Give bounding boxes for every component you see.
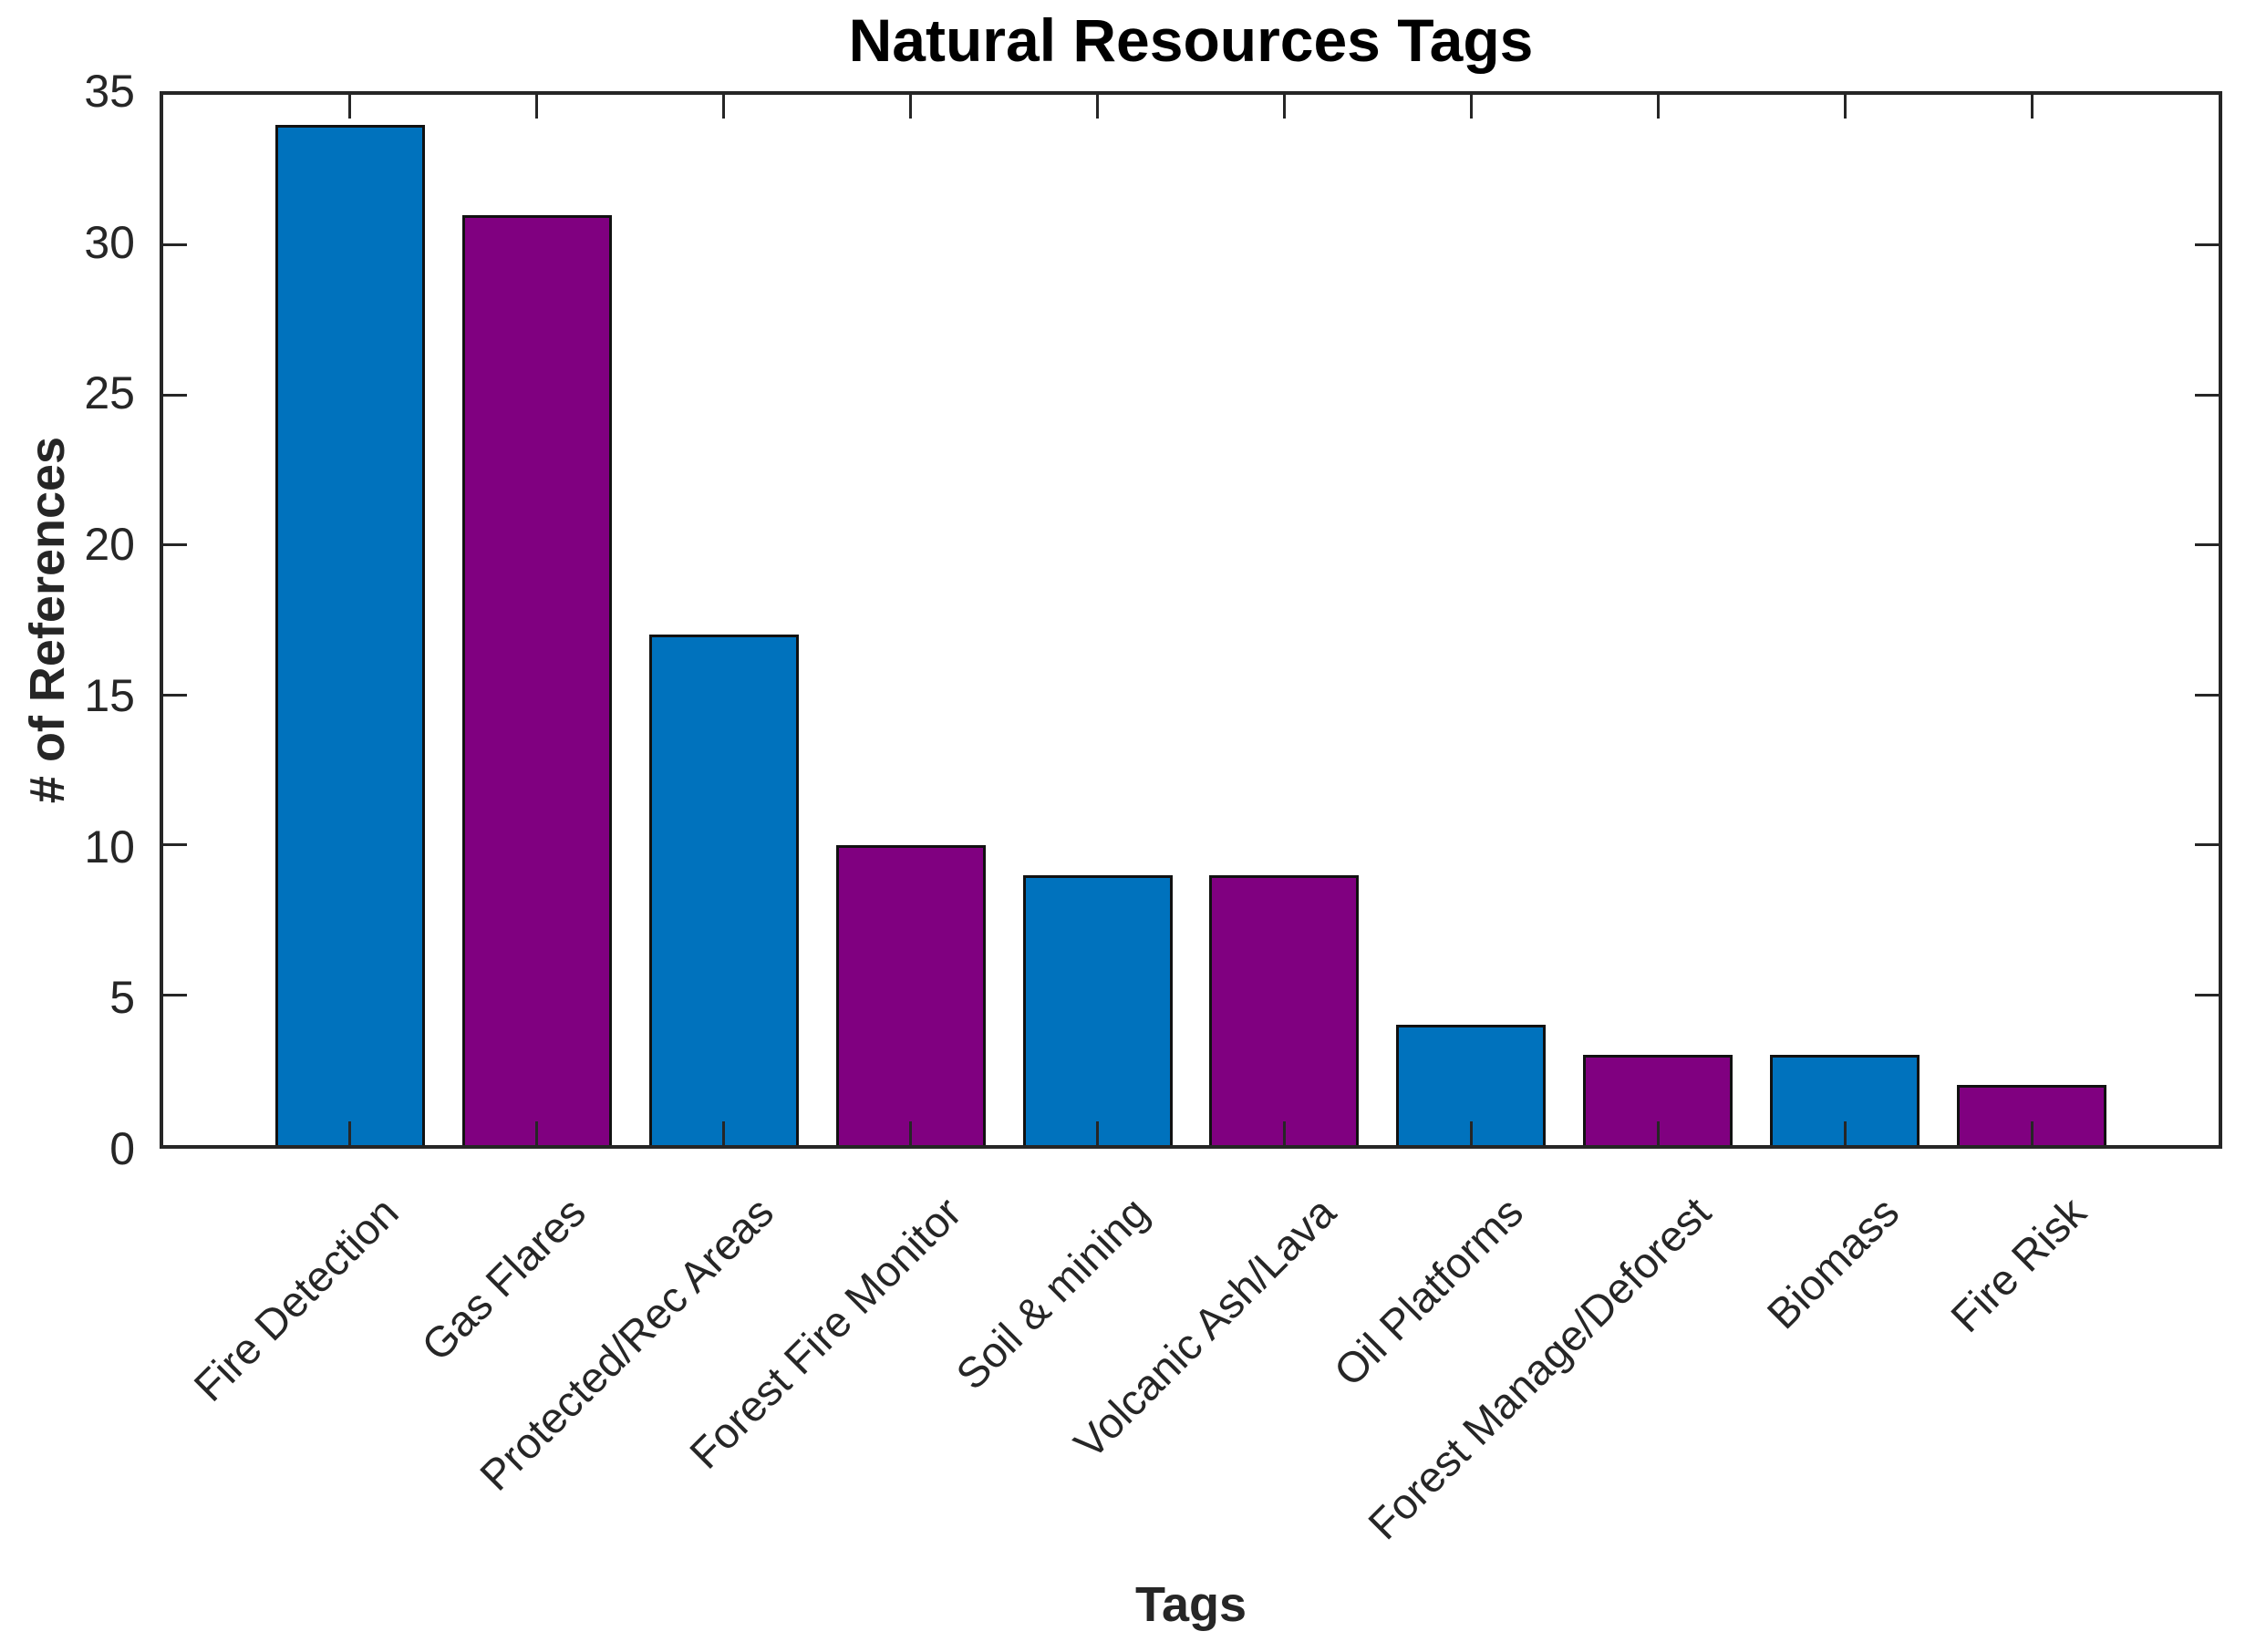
plot-area — [160, 91, 2222, 1149]
y-tick-left — [163, 243, 187, 247]
y-tick-label-5: 5 — [109, 972, 135, 1024]
bar-volcanic-ash-lava — [1209, 874, 1360, 1145]
bar-forest-fire-monitor — [835, 844, 986, 1145]
y-tick-left — [163, 393, 187, 397]
x-tick-bottom — [1843, 1121, 1847, 1145]
x-tick-top — [722, 95, 726, 119]
y-tick-left — [163, 843, 187, 847]
x-tick-label-fire-detection: Fire Detection — [184, 1187, 408, 1410]
y-tick-left — [163, 993, 187, 996]
x-tick-bottom — [1469, 1121, 1473, 1145]
bar-soil-mining — [1022, 874, 1173, 1145]
x-tick-bottom — [535, 1121, 539, 1145]
y-tick-label-35: 35 — [84, 66, 135, 117]
x-tick-top — [1843, 95, 1847, 119]
x-tick-label-biomass: Biomass — [1756, 1187, 1908, 1338]
x-tick-bottom — [722, 1121, 726, 1145]
y-tick-label-20: 20 — [84, 519, 135, 571]
x-tick-label-fire-risk: Fire Risk — [1940, 1187, 2096, 1342]
bar-fire-detection — [274, 124, 425, 1145]
y-tick-label-15: 15 — [84, 669, 135, 721]
y-tick-right — [2195, 843, 2219, 847]
chart-title: Natural Resources Tags — [848, 6, 1534, 74]
y-tick-label-25: 25 — [84, 367, 135, 419]
x-tick-top — [909, 95, 913, 119]
y-tick-right — [2195, 693, 2219, 697]
x-tick-top — [348, 95, 352, 119]
x-tick-label-forest-manage-deforest: Forest Manage/Deforest — [1359, 1187, 1721, 1549]
x-tick-label-gas-flares: Gas Flares — [412, 1187, 595, 1370]
x-tick-top — [1469, 95, 1473, 119]
x-tick-bottom — [2030, 1121, 2034, 1145]
x-tick-bottom — [1282, 1121, 1286, 1145]
bar-protected-rec-areas — [648, 635, 799, 1145]
y-tick-right — [2195, 243, 2219, 247]
x-tick-bottom — [348, 1121, 352, 1145]
x-tick-bottom — [1096, 1121, 1100, 1145]
y-tick-right — [2195, 393, 2219, 397]
y-axis-label: # of References — [20, 436, 75, 804]
x-tick-bottom — [909, 1121, 913, 1145]
y-tick-label-0: 0 — [109, 1123, 135, 1174]
x-tick-top — [2030, 95, 2034, 119]
y-tick-label-10: 10 — [84, 821, 135, 872]
x-axis-label: Tags — [1134, 1577, 1247, 1632]
y-tick-right — [2195, 993, 2219, 996]
x-tick-top — [1096, 95, 1100, 119]
x-tick-top — [1282, 95, 1286, 119]
y-tick-label-30: 30 — [84, 216, 135, 268]
bar-gas-flares — [461, 214, 612, 1145]
y-tick-left — [163, 693, 187, 697]
x-tick-bottom — [1656, 1121, 1660, 1145]
x-tick-top — [535, 95, 539, 119]
x-tick-label-oil-platforms: Oil Platforms — [1324, 1187, 1533, 1396]
x-tick-top — [1656, 95, 1660, 119]
x-tick-label-soil-mining: Soil & mining — [946, 1187, 1158, 1399]
y-tick-left — [163, 543, 187, 547]
y-tick-right — [2195, 543, 2219, 547]
